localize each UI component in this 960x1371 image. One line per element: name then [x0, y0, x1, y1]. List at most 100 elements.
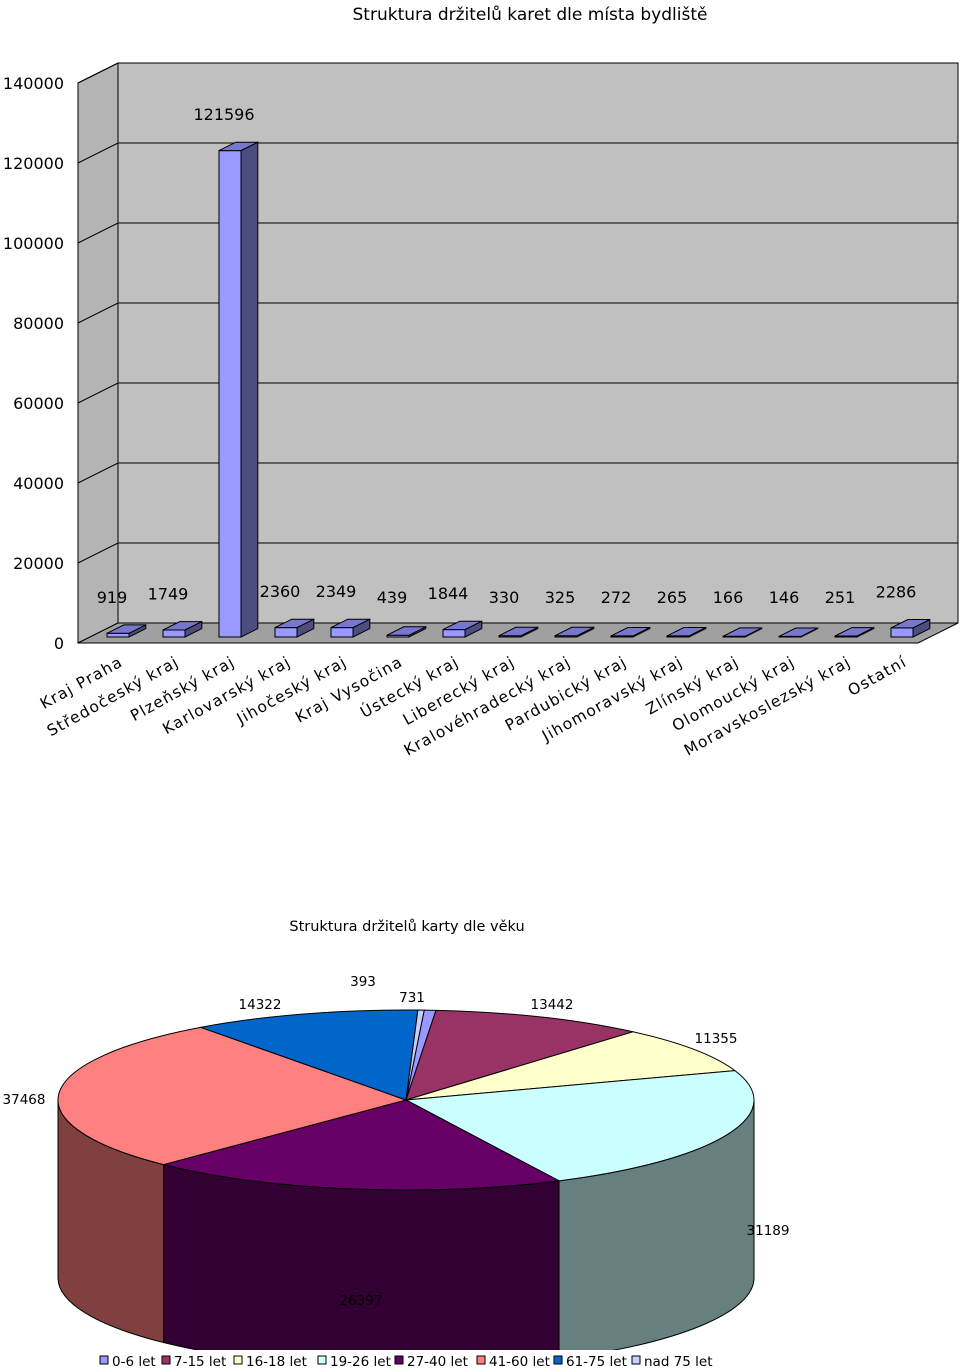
- bar-data-label: 146: [769, 588, 800, 607]
- bar: [386, 625, 427, 638]
- pie-side-group: [57, 1099, 755, 1369]
- bar-top: [442, 620, 483, 631]
- bar-top: [106, 624, 147, 634]
- bar-top: [274, 618, 315, 629]
- legend-swatch: [631, 1355, 641, 1365]
- bar-front: [162, 629, 186, 638]
- bar-data-label: 330: [489, 588, 520, 607]
- bar: [274, 618, 315, 638]
- bar-top: [162, 621, 203, 631]
- bar: [554, 626, 595, 638]
- x-category-label: Ostatní: [845, 653, 910, 700]
- bar-front: [330, 627, 354, 638]
- legend-label: 7-15 let: [174, 1354, 226, 1370]
- bar: [890, 618, 931, 638]
- pie-data-label: 14322: [239, 997, 282, 1013]
- gridline: [77, 302, 958, 324]
- bar-top: [890, 619, 931, 629]
- pie-data-label: 731: [399, 990, 425, 1006]
- bar-top: [218, 141, 259, 152]
- pie-top-group: [57, 1009, 755, 1191]
- pie-data-label: 393: [350, 974, 376, 990]
- bar-data-label: 1749: [148, 585, 189, 604]
- pie-legend: 0-6 let 7-15 let 16-18 let 19-26 let 27-40 l…: [96, 1350, 718, 1371]
- bar-chart-title: Struktura držitelů karet dle místa bydli…: [353, 5, 708, 25]
- pie-slice-side: [163, 1163, 560, 1369]
- bar-top: [610, 627, 651, 637]
- legend-swatch: [476, 1355, 486, 1365]
- gridline: [77, 142, 958, 164]
- legend-label: 19-26 let: [330, 1354, 391, 1370]
- legend-label: nad 75 let: [644, 1354, 713, 1370]
- bar: [722, 627, 763, 638]
- gridline: [77, 462, 958, 484]
- bar-data-label: 166: [713, 588, 744, 607]
- y-tick-label: 0: [54, 634, 64, 653]
- y-tick-label: 100000: [3, 234, 64, 253]
- bar-chart: 0 20000 40000 60000 80000 100000 120000 140000 9…: [3, 62, 959, 760]
- bar-data-label: 919: [97, 588, 128, 607]
- bar-top: [722, 627, 763, 637]
- y-tick-label: 140000: [3, 74, 64, 93]
- bar: [218, 141, 259, 638]
- bar-front: [442, 629, 466, 638]
- bar-front: [218, 150, 242, 638]
- legend-swatch: [553, 1355, 563, 1365]
- legend-box: [96, 1350, 718, 1371]
- bar-data-label: 1844: [428, 584, 469, 603]
- pie-slice: [405, 1031, 737, 1101]
- pie-data-label: 13442: [531, 997, 574, 1013]
- bar-data-label: 439: [377, 588, 408, 607]
- gridline: [77, 62, 958, 84]
- bar-data-label: 265: [657, 588, 688, 607]
- bar-front: [106, 632, 130, 638]
- pie-chart-title: Struktura držitelů karty dle věku: [289, 919, 524, 935]
- bar: [834, 626, 875, 638]
- bar: [498, 626, 539, 638]
- legend-swatch: [317, 1355, 327, 1365]
- pie-slice: [405, 1009, 425, 1101]
- legend-swatch: [394, 1355, 404, 1365]
- gridline: [77, 222, 958, 244]
- pie-slice: [198, 1009, 419, 1101]
- bar-data-label: 272: [601, 588, 632, 607]
- legend-swatch: [161, 1355, 171, 1365]
- pie-slice: [161, 1099, 561, 1191]
- y-tick-label: 80000: [13, 314, 64, 333]
- legend-label: 27-40 let: [407, 1354, 468, 1370]
- bar: [106, 624, 147, 638]
- bar-top: [666, 627, 707, 637]
- bar: [666, 626, 707, 638]
- bar-data-label: 325: [545, 588, 576, 607]
- pie-data-label: 11355: [695, 1031, 738, 1047]
- pie-data-label: 37468: [3, 1092, 46, 1108]
- bar-top: [330, 618, 371, 629]
- bar-front: [274, 627, 298, 638]
- bar-side: [240, 141, 259, 638]
- bar-data-label: 2349: [316, 582, 357, 601]
- gridline: [77, 382, 958, 404]
- pie-slice: [57, 1026, 408, 1166]
- bar-front: [890, 627, 914, 638]
- pie-chart: 731 13442 11355 31189 26397 37468 14322 393: [3, 974, 789, 1369]
- bar-data-label: 251: [825, 588, 856, 607]
- bar: [442, 620, 483, 638]
- bar-data-label: 121596: [193, 105, 254, 124]
- legend-label: 0-6 let: [112, 1354, 156, 1370]
- pie-slice: [405, 1009, 635, 1101]
- side-wall: [77, 62, 119, 644]
- y-tick-label: 120000: [3, 154, 64, 173]
- bar-top: [386, 626, 427, 636]
- pie-data-label: 26397: [340, 1293, 383, 1309]
- legend-swatch: [99, 1355, 109, 1365]
- bar-top: [778, 627, 819, 637]
- legend-label: 61-75 let: [566, 1354, 627, 1370]
- y-tick-label: 60000: [13, 394, 64, 413]
- legend-label: 16-18 let: [246, 1354, 307, 1370]
- bar: [778, 627, 819, 638]
- bar-top: [498, 626, 539, 637]
- gridline: [77, 542, 958, 564]
- y-tick-label: 20000: [13, 554, 64, 573]
- bar: [162, 620, 203, 638]
